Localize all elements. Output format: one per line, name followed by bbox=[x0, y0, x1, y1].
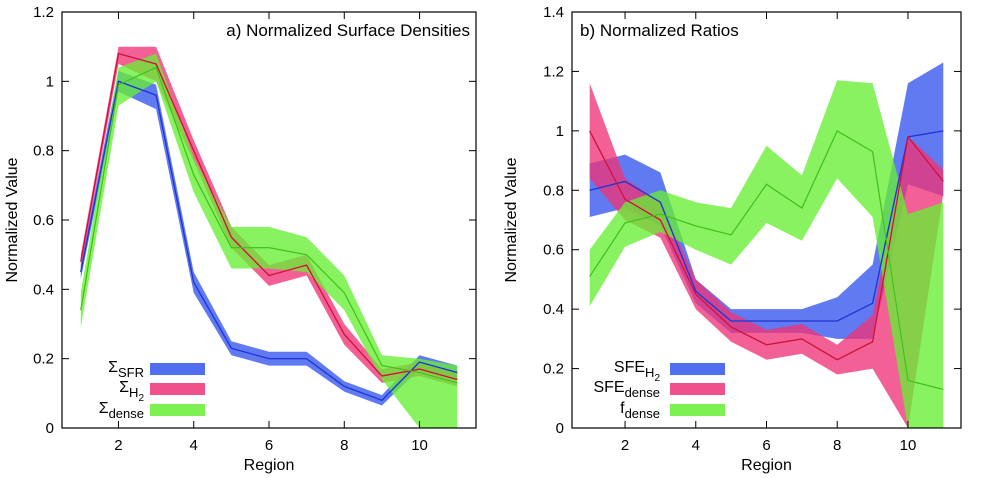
panel-b-xtick-label: 10 bbox=[900, 437, 917, 454]
panel-b-legend-label-sfe-dense: SFEdense bbox=[593, 379, 660, 400]
panel-a-line-dense bbox=[80, 66, 458, 384]
panel-a-legend-label-dense: Σdense bbox=[99, 400, 144, 421]
panel-b-xtick-label: 2 bbox=[621, 437, 629, 454]
panel-a-ylabel: Normalized Value bbox=[4, 157, 21, 282]
panel-b-xtick-label: 4 bbox=[692, 437, 700, 454]
panel-b-ytick-label: 1.4 bbox=[543, 4, 564, 21]
panel-b-ytick-label: 0.8 bbox=[543, 182, 564, 199]
panel-b-legend-swatch-sfe-dense bbox=[670, 383, 725, 395]
panel-a-lines bbox=[80, 52, 458, 402]
panel-b-xlabel: Region bbox=[741, 457, 792, 474]
panel-a-ytick-label: 0.2 bbox=[33, 351, 54, 368]
panel-b-legend-swatch-f-dense bbox=[670, 404, 725, 416]
panel-b-ytick-label: 0.2 bbox=[543, 361, 564, 378]
panel-b-xtick-label: 6 bbox=[762, 437, 770, 454]
panel-b-ytick-label: 1 bbox=[556, 123, 564, 140]
panel-a-surface-densities: 0 0.2 0.4 0.6 0.8 1 1.2 2 4 6 8 10 a) Normalized Su… bbox=[4, 4, 477, 474]
panel-a-ytick-label: 0.8 bbox=[33, 143, 54, 160]
panel-a-ytick-label: 0.6 bbox=[33, 212, 54, 229]
panel-b-band-f-dense bbox=[589, 80, 944, 429]
panel-b-centerline-sfe-h2 bbox=[589, 130, 944, 322]
panel-b-centerline-sfe-dense bbox=[589, 130, 944, 361]
panel-b-xtick-label: 8 bbox=[833, 437, 841, 454]
panel-a-ytick-label: 1.2 bbox=[33, 4, 54, 21]
panel-b-ticks: 0 0.2 0.4 0.6 0.8 1 1.2 1.4 2 4 6 8 10 bbox=[543, 4, 961, 454]
panel-b-legend-label-sfe-h2: SFEH2 bbox=[614, 359, 661, 384]
panel-a-centerline-dense bbox=[80, 66, 458, 384]
panel-a-legend-swatch-sfr bbox=[150, 363, 205, 375]
panel-a-xtick-label: 8 bbox=[340, 437, 348, 454]
panel-a-centerline-sfr bbox=[80, 80, 458, 401]
panel-a-legend-label-sfr: ΣSFR bbox=[108, 359, 144, 380]
panel-b-ytick-label: 1.2 bbox=[543, 63, 564, 80]
panel-b-lines bbox=[589, 129, 944, 391]
panel-b-centerline-f-dense bbox=[589, 130, 944, 390]
panel-a-ytick-label: 0 bbox=[46, 420, 54, 437]
panel-a-ytick-label: 1 bbox=[46, 73, 54, 90]
panel-a-legend-label-h2: ΣH2 bbox=[119, 379, 144, 404]
panel-b-ytick-label: 0.6 bbox=[543, 242, 564, 259]
panel-a-xlabel: Region bbox=[244, 457, 295, 474]
panel-a-xtick-label: 4 bbox=[190, 437, 198, 454]
panel-a-line-h2 bbox=[80, 52, 458, 381]
panel-a-bands bbox=[80, 46, 458, 428]
panel-b-band-sfe-dense bbox=[589, 83, 944, 429]
panel-a-band-dense bbox=[80, 53, 458, 428]
panel-a-xtick-label: 2 bbox=[114, 437, 122, 454]
panel-a-xtick-label: 10 bbox=[411, 437, 428, 454]
panel-a-ticks: 0 0.2 0.4 0.6 0.8 1 1.2 2 4 6 8 10 bbox=[33, 4, 476, 454]
panel-b-ytick-label: 0 bbox=[556, 420, 564, 437]
panel-b-ratios: 0 0.2 0.4 0.6 0.8 1 1.2 1.4 2 4 6 8 10 b) Normalized… bbox=[503, 4, 962, 474]
panel-a-ytick-label: 0.4 bbox=[33, 281, 54, 298]
panel-b-title: b) Normalized Ratios bbox=[580, 21, 739, 40]
panel-a-legend-swatch-dense bbox=[150, 404, 205, 416]
panel-b-legend-swatch-sfe-h2 bbox=[670, 363, 725, 375]
panel-b-ylabel: Normalized Value bbox=[503, 157, 520, 282]
panel-a-title: a) Normalized Surface Densities bbox=[226, 21, 470, 40]
panel-b-ytick-label: 0.4 bbox=[543, 301, 564, 318]
panel-a-xtick-label: 6 bbox=[265, 437, 273, 454]
panel-b-legend-label-f-dense: fdense bbox=[620, 400, 660, 421]
panel-a-centerline-h2 bbox=[80, 52, 458, 381]
panel-a-legend-swatch-h2 bbox=[150, 383, 205, 395]
panel-b-bands bbox=[589, 62, 944, 429]
